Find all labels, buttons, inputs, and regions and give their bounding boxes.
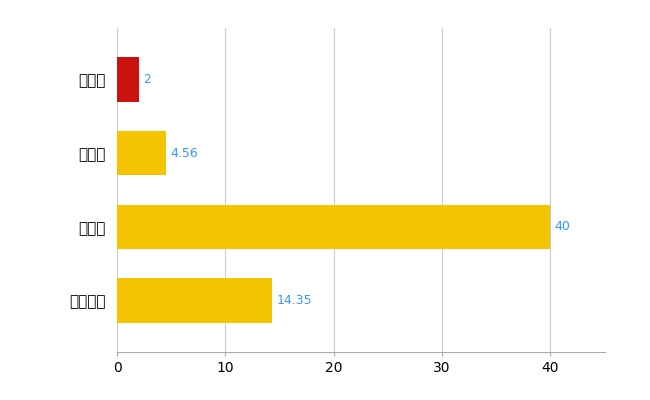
Text: 4.56: 4.56 xyxy=(171,147,198,160)
Text: 2: 2 xyxy=(143,73,151,86)
Bar xyxy=(117,278,272,322)
Text: 14.35: 14.35 xyxy=(277,294,313,307)
Bar xyxy=(117,205,551,249)
Text: 40: 40 xyxy=(554,220,571,233)
Bar xyxy=(117,131,166,175)
Bar xyxy=(117,58,138,102)
